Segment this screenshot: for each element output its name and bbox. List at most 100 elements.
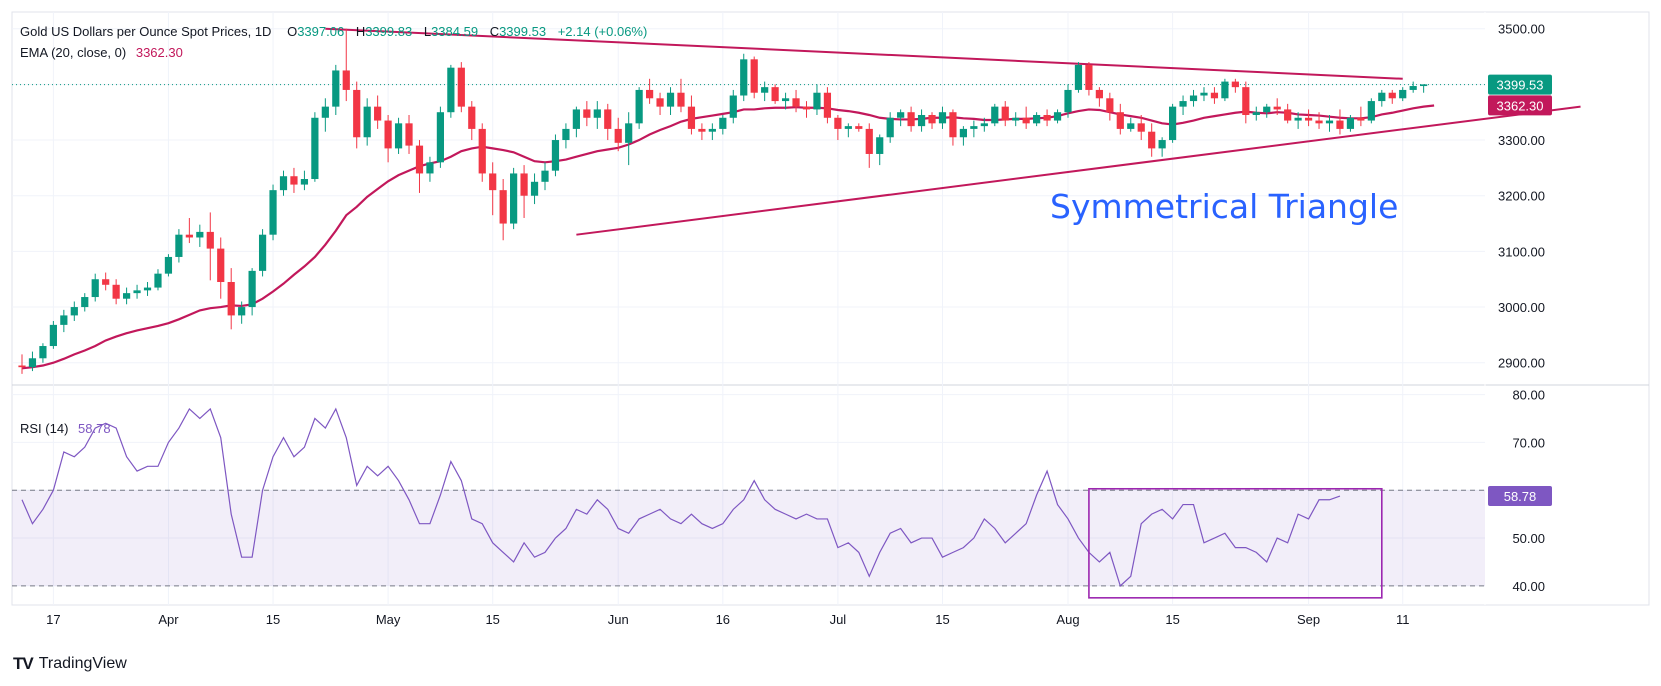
candle-body xyxy=(1127,123,1135,129)
candle xyxy=(1315,112,1323,129)
candle-body xyxy=(426,162,434,174)
candle xyxy=(1033,112,1041,127)
candle xyxy=(269,184,277,241)
candle xyxy=(708,123,716,141)
time-tick-label: 15 xyxy=(485,612,499,627)
candle xyxy=(844,123,852,138)
candle-body xyxy=(81,297,89,308)
candle-body xyxy=(1001,106,1009,121)
rsi-band-fill xyxy=(12,490,1485,586)
candle-body xyxy=(1158,140,1166,149)
chart-title-line: Gold US Dollars per Ounce Spot Prices, 1… xyxy=(20,24,647,39)
candle xyxy=(196,224,204,247)
time-tick-label: May xyxy=(376,612,401,627)
rsi-value-badge xyxy=(1488,486,1552,507)
candle xyxy=(91,273,99,302)
candle-body xyxy=(1409,86,1417,90)
candle-body xyxy=(1242,87,1250,115)
time-tick-label: Sep xyxy=(1297,612,1320,627)
candle xyxy=(666,87,675,115)
candle-body xyxy=(666,92,675,107)
candle xyxy=(1085,62,1093,96)
candle-body xyxy=(353,89,361,138)
candles xyxy=(18,28,1428,374)
rsi-tick-label: 40.00 xyxy=(1512,579,1545,594)
candle-body xyxy=(792,98,800,107)
candle xyxy=(970,120,978,138)
candle xyxy=(478,123,486,182)
candle-body xyxy=(374,106,382,121)
time-tick-label: 15 xyxy=(935,612,949,627)
candle-body xyxy=(1210,92,1219,99)
candle xyxy=(1148,123,1156,157)
candle xyxy=(635,87,643,129)
candle-body xyxy=(834,117,842,129)
candle xyxy=(70,301,78,321)
candle-body xyxy=(112,284,120,299)
candle-body xyxy=(761,87,769,93)
candle-body xyxy=(813,92,821,110)
candle-body xyxy=(886,117,894,138)
candle-body xyxy=(677,92,685,107)
candle-body xyxy=(196,231,204,238)
candle-body xyxy=(802,106,811,110)
candle-body xyxy=(384,120,392,149)
low-value: 3384.59 xyxy=(431,24,478,39)
ema-price-badge xyxy=(1488,95,1552,116)
candle xyxy=(468,101,476,141)
candle xyxy=(656,92,664,115)
candle-body xyxy=(991,106,999,124)
candle xyxy=(1001,101,1009,127)
candle xyxy=(687,95,696,135)
rsi-series xyxy=(21,407,1341,587)
candle-body xyxy=(290,176,298,185)
time-tick-label: Jun xyxy=(608,612,629,627)
candle xyxy=(1137,114,1145,141)
candle xyxy=(1284,103,1292,124)
candle-body xyxy=(823,92,832,118)
candle-body xyxy=(604,109,612,129)
candle-body xyxy=(949,112,957,138)
triangle-trendlines[interactable] xyxy=(325,27,1581,236)
tradingview-brand[interactable]: TV TradingView xyxy=(13,654,127,674)
candle xyxy=(593,101,601,129)
candle-body xyxy=(781,98,790,102)
candle xyxy=(384,114,392,163)
candle xyxy=(1420,84,1428,93)
candle-body xyxy=(1148,131,1156,149)
axes: 3500.003400.003300.003200.003100.003000.… xyxy=(46,22,1552,627)
candle-body xyxy=(91,279,99,298)
candle xyxy=(646,78,654,104)
candle xyxy=(677,78,685,113)
open-value: 3397.06 xyxy=(297,24,344,39)
candle-body xyxy=(143,287,152,291)
candle-body xyxy=(1043,114,1051,121)
chart-annotation[interactable]: Symmetrical Triangle xyxy=(1050,187,1398,226)
candle xyxy=(1242,81,1250,124)
candle xyxy=(1273,98,1281,115)
candle-body xyxy=(530,181,539,196)
candle-body xyxy=(1022,117,1030,124)
candle-body xyxy=(855,126,863,129)
candle xyxy=(499,179,507,241)
candle xyxy=(802,101,811,118)
rsi-line xyxy=(21,407,1383,599)
candle-body xyxy=(698,128,706,132)
candle-body xyxy=(708,128,716,132)
candle-body xyxy=(227,282,235,316)
candle-body xyxy=(729,95,737,118)
rsi-tick-label: 80.00 xyxy=(1512,388,1545,403)
candle-body xyxy=(1388,92,1396,99)
candle xyxy=(886,112,894,143)
candle-body xyxy=(28,358,37,368)
ema-legend: EMA (20, close, 0) 3362.30 xyxy=(20,45,183,60)
candle xyxy=(551,134,560,177)
candle xyxy=(1346,114,1355,132)
candle-body xyxy=(70,307,78,316)
candle xyxy=(876,134,884,166)
candle-body xyxy=(928,114,936,124)
candle-body xyxy=(489,173,497,191)
candle xyxy=(394,117,403,154)
candle-body xyxy=(1399,89,1407,99)
